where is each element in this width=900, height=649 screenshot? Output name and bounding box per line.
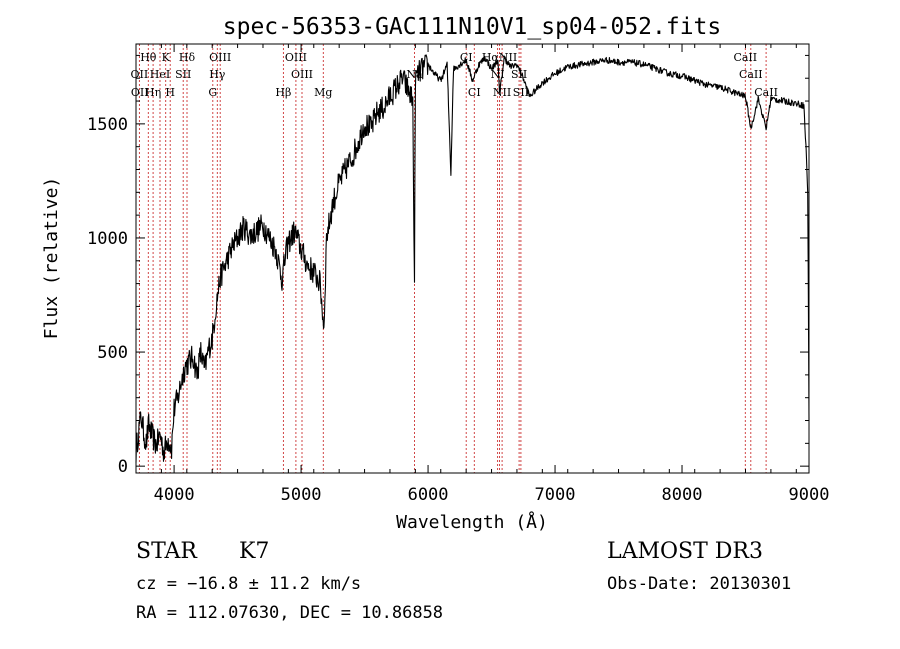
line-label: G (208, 86, 217, 99)
survey-label: LAMOST DR3 (607, 539, 763, 564)
line-label: SII (175, 68, 191, 81)
x-axis-label: Wavelength (Å) (396, 511, 548, 533)
x-tick-label: 8000 (662, 485, 703, 505)
object-class: STAR K7 (136, 539, 269, 564)
y-tick-label: 1000 (87, 229, 128, 249)
line-label: Hβ (275, 86, 291, 99)
line-label: Mg (314, 86, 332, 99)
line-label: OII (131, 68, 149, 81)
y-tick-label: 0 (118, 457, 128, 477)
line-label: OIII (285, 51, 307, 64)
line-label: CaII (733, 51, 757, 64)
x-tick-label: 7000 (535, 485, 576, 505)
x-tick-label: 9000 (789, 485, 830, 505)
line-label: CI (460, 51, 473, 64)
line-label: OIII (209, 51, 231, 64)
line-label: H (165, 86, 175, 99)
line-label: Hδ (179, 51, 196, 64)
spectrum-line (135, 54, 810, 463)
line-label: OII (131, 86, 149, 99)
line-label: K (162, 51, 171, 64)
line-label: Hθ (140, 51, 157, 64)
line-label: HeI (150, 68, 170, 81)
line-label: HαNII (482, 51, 517, 64)
y-tick-label: 500 (97, 343, 128, 363)
x-tick-label: 6000 (408, 485, 449, 505)
line-label: CI (468, 86, 481, 99)
chart-title: spec-56353-GAC111N10V1_sp04-052.fits (223, 14, 722, 40)
line-label: NII (493, 86, 511, 99)
x-tick-label: 5000 (281, 485, 322, 505)
x-tick-label: 4000 (154, 485, 195, 505)
class-label: STAR (136, 539, 197, 564)
spectral-line-labels: Hθ K Hδ OIII OIII CI HαNII CaII OII HeI SII Hγ OIII N… (131, 51, 778, 99)
coordinates-info: RA = 112.07630, DEC = 10.86858 (136, 603, 444, 623)
line-label: SII (513, 86, 529, 99)
plot-frame (135, 43, 810, 474)
spectral-line-markers (138, 44, 767, 473)
line-label: CaII (754, 86, 778, 99)
y-tick-label: 1500 (87, 115, 128, 135)
x-axis: 4000 5000 6000 7000 8000 9000 (135, 44, 830, 505)
line-label: Hη (145, 86, 161, 99)
subclass-label: K7 (239, 539, 270, 564)
line-label: Hγ (209, 68, 226, 81)
obs-date: Obs-Date: 20130301 (607, 574, 792, 594)
line-label: NI (491, 68, 505, 81)
redshift-info: cz = −16.8 ± 11.2 km/s (136, 574, 362, 594)
y-axis: 0 500 1000 1500 (87, 54, 809, 477)
line-label: CaII (739, 68, 763, 81)
line-label: OIII (291, 68, 313, 81)
y-axis-label: Flux (relative) (41, 177, 62, 340)
